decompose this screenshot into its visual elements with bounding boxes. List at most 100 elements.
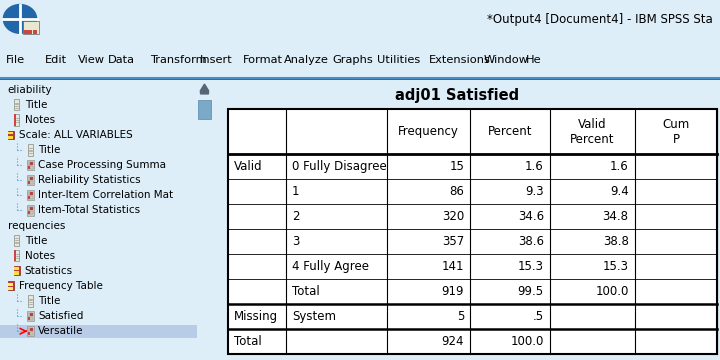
Text: 99.5: 99.5 <box>518 285 544 298</box>
Text: Format: Format <box>243 55 283 65</box>
Text: 320: 320 <box>442 210 464 223</box>
FancyArrow shape <box>200 84 209 94</box>
Text: 15: 15 <box>449 160 464 173</box>
Text: Scale: ALL VARIABLES: Scale: ALL VARIABLES <box>19 130 132 140</box>
Text: Percent: Percent <box>487 125 532 138</box>
Bar <box>30 332 32 335</box>
Bar <box>28 192 30 195</box>
Text: 9.3: 9.3 <box>525 185 544 198</box>
Text: Edit: Edit <box>45 55 67 65</box>
Bar <box>27 311 34 321</box>
Text: 5: 5 <box>456 310 464 323</box>
Text: Notes: Notes <box>24 115 55 125</box>
Text: Title: Title <box>38 145 60 155</box>
Text: Analyze: Analyze <box>284 55 329 65</box>
Text: 1: 1 <box>292 185 300 198</box>
Text: Extensions: Extensions <box>428 55 490 65</box>
Bar <box>28 317 30 320</box>
Text: adj01 Satisfied: adj01 Satisfied <box>395 88 520 103</box>
Text: 15.3: 15.3 <box>518 260 544 273</box>
Bar <box>27 160 34 170</box>
Text: 2: 2 <box>292 210 300 223</box>
Bar <box>8 131 14 139</box>
Text: Graphs: Graphs <box>333 55 374 65</box>
Bar <box>0 324 197 338</box>
Text: requencies: requencies <box>8 221 66 230</box>
Bar <box>30 211 32 215</box>
Bar <box>9 287 13 290</box>
Bar <box>27 190 34 201</box>
Text: 1.6: 1.6 <box>525 160 544 173</box>
Bar <box>228 109 717 354</box>
Text: 100.0: 100.0 <box>595 285 629 298</box>
Text: Frequency Table: Frequency Table <box>19 281 102 291</box>
Text: 141: 141 <box>441 260 464 273</box>
Bar <box>28 332 30 335</box>
Text: Valid: Valid <box>234 160 263 173</box>
Text: Insert: Insert <box>200 55 233 65</box>
Text: Utilities: Utilities <box>377 55 420 65</box>
Bar <box>30 192 32 195</box>
Text: .5: .5 <box>533 310 544 323</box>
Text: Title: Title <box>24 100 47 110</box>
Text: He: He <box>526 55 541 65</box>
Text: System: System <box>292 310 336 323</box>
Bar <box>8 282 14 291</box>
Bar <box>9 136 13 139</box>
Text: Transform: Transform <box>150 55 207 65</box>
Text: Frequency: Frequency <box>398 125 459 138</box>
Bar <box>28 207 30 211</box>
Text: Case Processing Summa: Case Processing Summa <box>38 160 166 170</box>
Text: 924: 924 <box>441 336 464 348</box>
Text: Cum
P: Cum P <box>662 118 690 146</box>
Bar <box>28 196 30 199</box>
Text: Versatile: Versatile <box>38 326 84 336</box>
Bar <box>28 328 30 331</box>
Text: Notes: Notes <box>24 251 55 261</box>
Bar <box>198 99 211 119</box>
Text: Window: Window <box>484 55 528 65</box>
Text: Inter-Item Correlation Mat: Inter-Item Correlation Mat <box>38 190 174 201</box>
Bar <box>14 99 19 111</box>
Bar <box>228 109 717 354</box>
Text: Data: Data <box>108 55 135 65</box>
Bar <box>9 283 13 286</box>
Bar <box>28 162 30 165</box>
Text: 15.3: 15.3 <box>603 260 629 273</box>
Text: eliability: eliability <box>8 85 53 95</box>
Text: View: View <box>78 55 105 65</box>
Text: 38.6: 38.6 <box>518 235 544 248</box>
Text: Title: Title <box>38 296 60 306</box>
Bar <box>28 166 30 169</box>
Bar <box>27 144 33 156</box>
Text: 34.6: 34.6 <box>518 210 544 223</box>
Bar <box>27 296 33 307</box>
Text: Total: Total <box>292 285 320 298</box>
Bar <box>30 196 32 199</box>
Bar <box>30 177 32 180</box>
Bar <box>28 313 30 316</box>
Bar <box>28 30 32 33</box>
Text: 4 Fully Agree: 4 Fully Agree <box>292 260 369 273</box>
Bar <box>28 177 30 180</box>
Bar <box>27 206 34 216</box>
Text: Satisfied: Satisfied <box>38 311 84 321</box>
Bar <box>30 328 32 331</box>
Bar <box>24 30 27 33</box>
Text: 34.8: 34.8 <box>603 210 629 223</box>
Text: Reliability Statistics: Reliability Statistics <box>38 175 141 185</box>
Bar <box>14 250 19 261</box>
Bar <box>14 266 20 275</box>
Bar <box>30 317 32 320</box>
Circle shape <box>4 5 37 33</box>
Bar <box>9 132 13 134</box>
Bar <box>30 207 32 211</box>
Text: 1.6: 1.6 <box>610 160 629 173</box>
Bar <box>30 166 32 169</box>
Bar <box>28 181 30 184</box>
Bar <box>14 267 19 270</box>
Bar <box>14 114 19 126</box>
Bar <box>28 211 30 215</box>
Bar <box>27 326 34 336</box>
Bar <box>14 114 16 126</box>
